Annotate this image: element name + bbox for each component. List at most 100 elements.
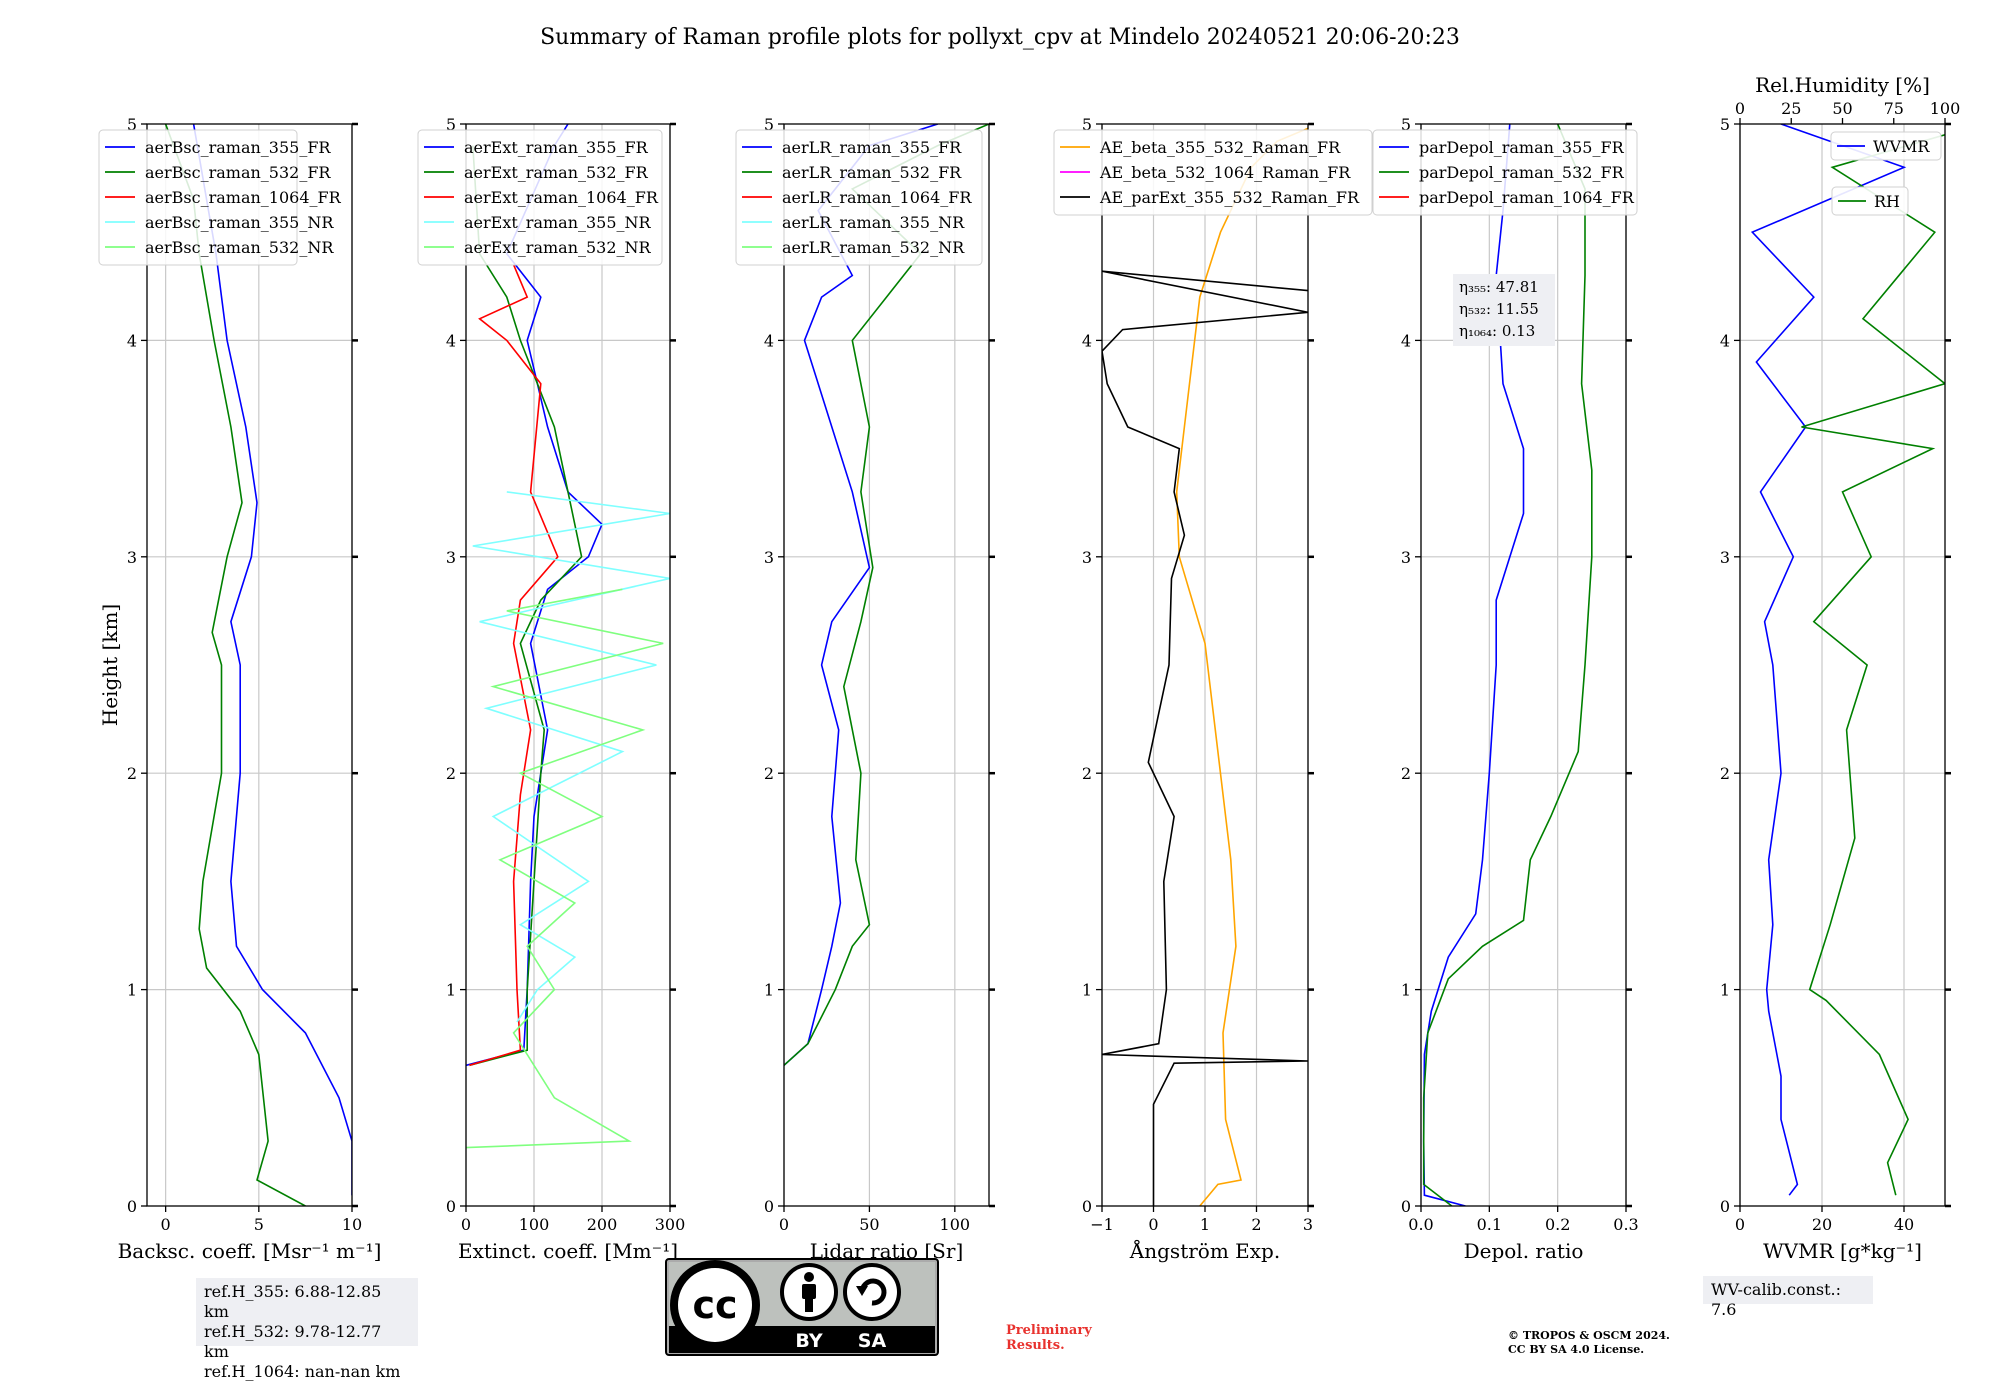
legend-label: aerLR_raman_532_NR — [782, 238, 965, 257]
y-tick-label: 5 — [764, 115, 774, 134]
legend-label: aerExt_raman_355_FR — [464, 138, 649, 157]
copyright-note: © TROPOS & OSCM 2024. CC BY SA 4.0 Licen… — [1508, 1329, 1670, 1357]
y-tick-label: 2 — [1082, 764, 1092, 783]
legend-label: parDepol_raman_532_FR — [1419, 163, 1625, 182]
x-tick-label: 0 — [1148, 1215, 1158, 1234]
ref-h-355-text: ref.H_355: 6.88-12.85 km — [204, 1282, 382, 1321]
y-tick-label: 2 — [446, 764, 456, 783]
legend-label: aerExt_raman_532_FR — [464, 163, 649, 182]
y-tick-label: 2 — [764, 764, 774, 783]
y-tick-label: 1 — [446, 981, 456, 1000]
svg-text:cc: cc — [692, 1283, 737, 1327]
y-tick-label: 0 — [446, 1197, 456, 1216]
copyright-line-2: CC BY SA 4.0 License. — [1508, 1343, 1645, 1356]
series-line-aerbsc-raman-532-fr — [164, 124, 306, 1206]
x-tick-label: 300 — [655, 1215, 686, 1234]
wv-calib-text: WV-calib.const.: 7.6 — [1711, 1280, 1842, 1319]
legend-frame — [1053, 129, 1373, 216]
y-tick-label: 2 — [127, 764, 137, 783]
share-alike-icon — [843, 1263, 901, 1321]
x-axis-label: WVMR [g*kg⁻¹] — [1763, 1239, 1922, 1263]
preliminary-line-2: Results. — [1006, 1338, 1065, 1353]
eta-annotation-box: η₃₅₅: 47.81 η₅₃₂: 11.55 η₁₀₆₄: 0.13 — [1453, 274, 1555, 346]
x-tick-label: 100 — [940, 1215, 971, 1234]
series-line-aerext-raman-355-fr — [466, 124, 603, 1067]
y-tick-label: 5 — [1401, 115, 1411, 134]
y-tick-label: 0 — [127, 1197, 137, 1216]
x-axis-label: Depol. ratio — [1464, 1239, 1584, 1263]
y-tick-label: 4 — [1401, 331, 1411, 350]
x-tick-label: 50 — [859, 1215, 879, 1234]
y-tick-label: 5 — [127, 115, 137, 134]
legend-wvmr: WVMR — [1830, 131, 1942, 161]
legend-label: RH — [1874, 192, 1900, 211]
ref-h-532-text: ref.H_532: 9.78-12.77 km — [204, 1322, 382, 1361]
y-tick-label: 3 — [764, 548, 774, 567]
wv-calib-box: WV-calib.const.: 7.6 — [1703, 1276, 1873, 1319]
x-tick-label: 2 — [1251, 1215, 1261, 1234]
legend: aerBsc_raman_355_FR aerBsc_raman_532_FRae… — [98, 129, 342, 266]
legend-label: aerExt_raman_532_NR — [464, 238, 652, 257]
top-x-tick-label: 100 — [1930, 99, 1961, 118]
x-axis-label: Ångström Exp. — [1129, 1238, 1280, 1263]
panel-2: 0 1 2 3 4 5 0 100 200 300 Extinct. coeff. [Mm⁻¹] ae… — [417, 115, 686, 1263]
series-line-aerext-raman-1064-fr — [469, 264, 559, 1067]
axes-frame — [465, 123, 671, 1207]
y-tick-label: 4 — [1082, 331, 1092, 350]
series-line-aerext-raman-532-fr — [469, 145, 583, 1067]
panel-5: 0 1 2 3 4 5 0.0 0.1 0.2 0.3 Depol. ratio parDepol_r… — [1372, 115, 1639, 1263]
axes-frame — [146, 123, 353, 1207]
x-tick-label: 0.2 — [1545, 1215, 1570, 1234]
x-tick-label: 0.3 — [1613, 1215, 1638, 1234]
legend-label: AE_beta_532_1064_Raman_FR — [1099, 163, 1351, 182]
y-tick-label: 4 — [1720, 331, 1730, 350]
legend-label: aerBsc_raman_1064_FR — [145, 188, 342, 207]
series-line-aerext-raman-355-nr — [472, 491, 670, 1023]
legend-label: parDepol_raman_1064_FR — [1419, 188, 1635, 207]
y-tick-label: 0 — [1401, 1197, 1411, 1216]
y-tick-label: 4 — [764, 331, 774, 350]
y-tick-label: 2 — [1720, 764, 1730, 783]
eta-1064-text: η₁₀₆₄: 0.13 — [1459, 322, 1536, 340]
x-tick-label: 0 — [461, 1215, 471, 1234]
legend-frame — [735, 129, 983, 266]
attribution-person-icon — [780, 1263, 838, 1321]
x-tick-label: 20 — [1812, 1215, 1832, 1234]
eta-355-text: η₃₅₅: 47.81 — [1459, 278, 1539, 296]
x-tick-label: 0.0 — [1408, 1215, 1433, 1234]
legend-label: parDepol_raman_355_FR — [1419, 138, 1625, 157]
legend-frame — [417, 129, 663, 266]
y-tick-label: 0 — [764, 1197, 774, 1216]
y-tick-label: 1 — [1082, 981, 1092, 1000]
y-tick-label: 3 — [446, 548, 456, 567]
y-tick-label: 1 — [127, 981, 137, 1000]
top-x-tick-label: 75 — [1884, 99, 1904, 118]
legend: aerExt_raman_355_FR aerExt_raman_532_FRae… — [417, 129, 663, 266]
axes-frame — [1420, 123, 1627, 1207]
x-tick-label: 200 — [587, 1215, 618, 1234]
y-tick-label: 2 — [1401, 764, 1411, 783]
figure-title: Summary of Raman profile plots for polly… — [540, 25, 1460, 50]
series-line-wvmr — [1750, 124, 1907, 1196]
x-tick-label: 0 — [779, 1215, 789, 1234]
preliminary-results-note: Preliminary Results. — [1006, 1323, 1092, 1353]
legend-label: aerLR_raman_1064_FR — [782, 188, 972, 207]
x-axis-label: Backsc. coeff. [Msr⁻¹ m⁻¹] — [118, 1239, 382, 1263]
x-tick-label: 10 — [342, 1215, 362, 1234]
top-x-tick-label: 0 — [1735, 99, 1745, 118]
y-tick-label: 3 — [127, 548, 137, 567]
legend-frame — [1372, 129, 1638, 216]
top-x-axis-label: Rel.Humidity [%] — [1755, 73, 1930, 97]
y-tick-label: 4 — [127, 331, 137, 350]
legend-label: aerBsc_raman_532_NR — [145, 238, 334, 257]
axes-frame — [1739, 123, 1946, 1207]
legend-label: aerLR_raman_355_NR — [782, 213, 965, 232]
cc-by-label: BY — [795, 1330, 822, 1352]
legend: aerLR_raman_355_FR aerLR_raman_532_FR aerL… — [735, 129, 983, 266]
series-line-aerbsc-raman-355-fr — [192, 124, 352, 1196]
x-tick-label: 5 — [254, 1215, 264, 1234]
legend-label: aerBsc_raman_532_FR — [145, 163, 331, 182]
x-tick-label: 0.1 — [1477, 1215, 1502, 1234]
